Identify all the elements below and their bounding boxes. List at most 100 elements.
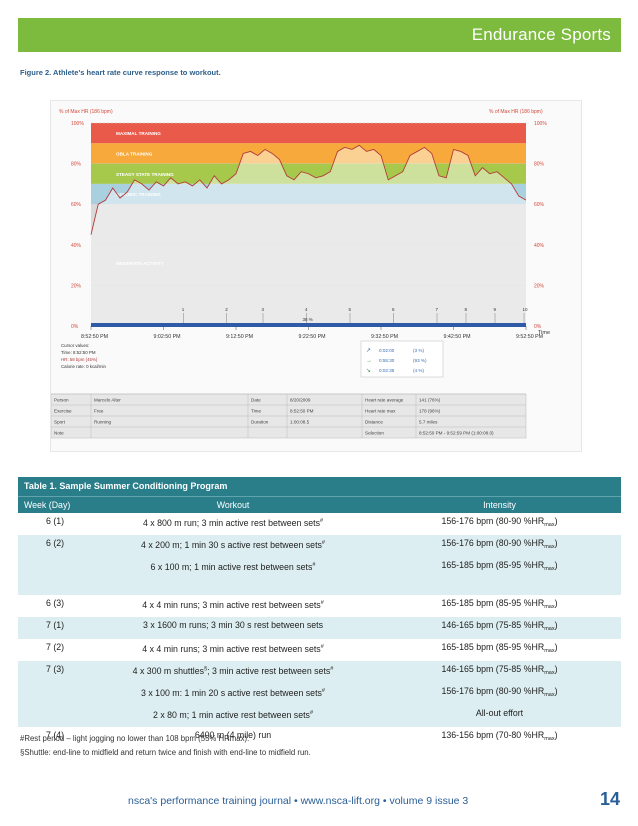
table-body: 6 (1) 4 x 800 m run; 3 min active rest be… bbox=[18, 513, 621, 749]
time-axis-bar bbox=[91, 323, 526, 327]
x-tick-label: 9:22:50 PM bbox=[299, 334, 326, 340]
week-cell: 7 (1) bbox=[18, 617, 88, 639]
lap-marker-number: 7 bbox=[436, 307, 439, 312]
hr-series-line bbox=[90, 144, 527, 235]
lap-marker-number: 4 bbox=[305, 307, 308, 312]
table-row: 6 (3) 4 x 4 min runs; 3 min active rest b… bbox=[18, 595, 621, 617]
zone-summary-time: 0:02:00 bbox=[379, 348, 395, 353]
info-cell: Duration bbox=[251, 420, 269, 425]
intensity-cell: 165-185 bpm (85-95 %HRmax) bbox=[441, 598, 558, 610]
intensity-cell: 156-176 bpm (80-90 %HRmax) 165-185 bpm (8… bbox=[378, 535, 621, 595]
y-tick-label-right: 0% bbox=[534, 324, 542, 330]
y-tick-label-left: 0% bbox=[71, 324, 79, 330]
y-tick-label-right: 20% bbox=[534, 283, 545, 289]
intensity-cell: 165-185 bpm (85-95 %HRmax) bbox=[441, 642, 558, 654]
zone-label: MODERATE ACTIVITY bbox=[116, 261, 164, 266]
heart-rate-figure: % of Max HR (186 bpm) % of Max HR (186 bp… bbox=[50, 100, 582, 452]
x-tick-label: 9:42:50 PM bbox=[444, 334, 471, 340]
zone-label: STEADY STATE TRAINING bbox=[116, 172, 174, 177]
zone-summary-pct: (93 %) bbox=[413, 358, 427, 363]
x-tick-label: 8:52:50 PM bbox=[81, 334, 108, 340]
workout-cell: 4 x 4 min runs; 3 min active rest betwee… bbox=[142, 600, 324, 610]
intensity-cell: 146-165 bpm (75-85 %HRmax) bbox=[378, 617, 621, 639]
info-cell: 8:52:50 PM - 9:52:59 PM (1:00:08.0) bbox=[419, 431, 494, 436]
workout-cell: 4 x 4 min runs; 3 min active rest betwee… bbox=[142, 644, 324, 654]
y-tick-label-right: 100% bbox=[534, 121, 547, 127]
week-cell: 7 (3) bbox=[18, 661, 88, 727]
col-header-week: Week (Day) bbox=[18, 496, 88, 513]
intensity-cell: 136-156 bpm (70-80 %HRmax) bbox=[441, 730, 558, 742]
y-tick-label-right: 40% bbox=[534, 243, 545, 249]
y-tick-label-left: 60% bbox=[71, 202, 82, 208]
col-header-intensity: Intensity bbox=[378, 496, 621, 513]
week-cell: 6 (3) bbox=[46, 598, 65, 608]
conditioning-table: Table 1. Sample Summer Conditioning Prog… bbox=[18, 477, 621, 749]
info-cell: Heart rate max bbox=[365, 409, 396, 414]
x-axis-label: Time bbox=[538, 330, 550, 336]
zone-band bbox=[91, 183, 526, 205]
info-cell: Distance bbox=[365, 420, 383, 425]
y-tick-label-right: 80% bbox=[534, 162, 545, 168]
table-header-row: Week (Day) Workout Intensity bbox=[18, 496, 621, 513]
info-cell: 141 (76%) bbox=[419, 398, 441, 403]
y-tick-label-left: 80% bbox=[71, 162, 82, 168]
y-axis-label-right: % of Max HR (186 bpm) bbox=[489, 109, 543, 115]
table-row: 7 (3) 4 x 300 m shuttles§; 3 min active r… bbox=[18, 661, 621, 727]
cursor-value: Time: 8:52:50 PM bbox=[61, 350, 96, 355]
note-shuttle: §Shuttle: end-line to midfield and retur… bbox=[20, 748, 311, 757]
table-row: 7 (2) 4 x 4 min runs; 3 min active rest b… bbox=[18, 639, 621, 661]
workout-cell: 4 x 800 m run; 3 min active rest between… bbox=[142, 518, 324, 528]
workout-cell: 4 x 300 m shuttles§; 3 min active rest b… bbox=[88, 661, 378, 727]
x-tick-label: 9:02:50 PM bbox=[154, 334, 181, 340]
zone-summary-box bbox=[360, 340, 444, 378]
info-cell: 1:00:08.5 bbox=[290, 420, 310, 425]
table-row: 6 (2) 4 x 200 m; 1 min 30 s active rest b… bbox=[18, 535, 621, 595]
zone-summary-pct: (3 %) bbox=[413, 348, 424, 353]
info-cell: 8/20/2009 bbox=[290, 398, 311, 403]
zone-label: MAXIMAL TRAINING bbox=[116, 131, 161, 136]
lap-marker-number: 9 bbox=[494, 307, 497, 312]
info-cell: Selection bbox=[365, 431, 384, 436]
lap-marker-number: 3 bbox=[262, 307, 265, 312]
zone-label: AEROBIC TRAINING bbox=[116, 192, 161, 197]
info-cell: Heart rate average bbox=[365, 398, 404, 403]
info-cell: Note bbox=[54, 431, 64, 436]
y-axis-label-left: % of Max HR (186 bpm) bbox=[59, 109, 113, 115]
info-cell: Marcelo Alter bbox=[94, 398, 121, 403]
lap-marker-number: 5 bbox=[349, 307, 352, 312]
col-header-workout: Workout bbox=[88, 496, 378, 513]
zone-summary-time: 0:02:35 bbox=[379, 368, 395, 373]
zone-band bbox=[91, 204, 526, 326]
week-cell: 6 (1) bbox=[46, 516, 65, 526]
hr-area bbox=[91, 145, 526, 326]
y-tick-label-left: 100% bbox=[71, 121, 84, 127]
intensity-cell: 156-176 bpm (80-90 %HRmax) bbox=[441, 516, 558, 528]
intensity-cell: 146-165 bpm (75-85 %HRmax) 156-176 bpm (8… bbox=[378, 661, 621, 727]
cursor-value: Calorie rate: 0 kcal/min bbox=[61, 364, 106, 369]
cursor-value: HR: 58 bpm (45%) bbox=[61, 357, 98, 362]
info-cell: Person bbox=[54, 398, 69, 403]
section-title: Endurance Sports bbox=[471, 25, 611, 44]
heart-rate-chart: % of Max HR (186 bpm) % of Max HR (186 bp… bbox=[51, 109, 550, 439]
table-row: 6 (1) 4 x 800 m run; 3 min active rest be… bbox=[18, 513, 621, 535]
lap-marker-number: 8 bbox=[465, 307, 468, 312]
table-caption: Table 1. Sample Summer Conditioning Prog… bbox=[18, 477, 621, 496]
y-tick-label-right: 60% bbox=[534, 202, 545, 208]
table-row: 7 (4) 6400 m (4 mile) run 136-156 bpm (70-… bbox=[18, 727, 621, 749]
info-cell: Free bbox=[94, 409, 104, 414]
zone-arrow-icon: ↗ bbox=[366, 348, 371, 354]
lap-marker-number: 2 bbox=[225, 307, 228, 312]
zone-band bbox=[91, 143, 526, 164]
zone-arrow-icon: ↘ bbox=[366, 368, 371, 374]
x-tick-label: 9:32:50 PM bbox=[371, 334, 398, 340]
page-number: 14 bbox=[599, 789, 620, 809]
figure-caption: Figure 2. Athlete's heart rate curve res… bbox=[20, 68, 221, 77]
zone-summary-pct: (4 %) bbox=[413, 368, 424, 373]
info-cell: Sport bbox=[54, 420, 66, 425]
lap-marker-number: 1 bbox=[182, 307, 185, 312]
header-bar: Endurance Sports bbox=[18, 18, 621, 52]
lap-marker-number: 6 bbox=[392, 307, 395, 312]
week-cell: 7 (2) bbox=[46, 642, 65, 652]
workout-cell: 4 x 200 m; 1 min 30 s active rest betwee… bbox=[88, 535, 378, 595]
zone-label: OBLA TRAINING bbox=[116, 151, 153, 156]
